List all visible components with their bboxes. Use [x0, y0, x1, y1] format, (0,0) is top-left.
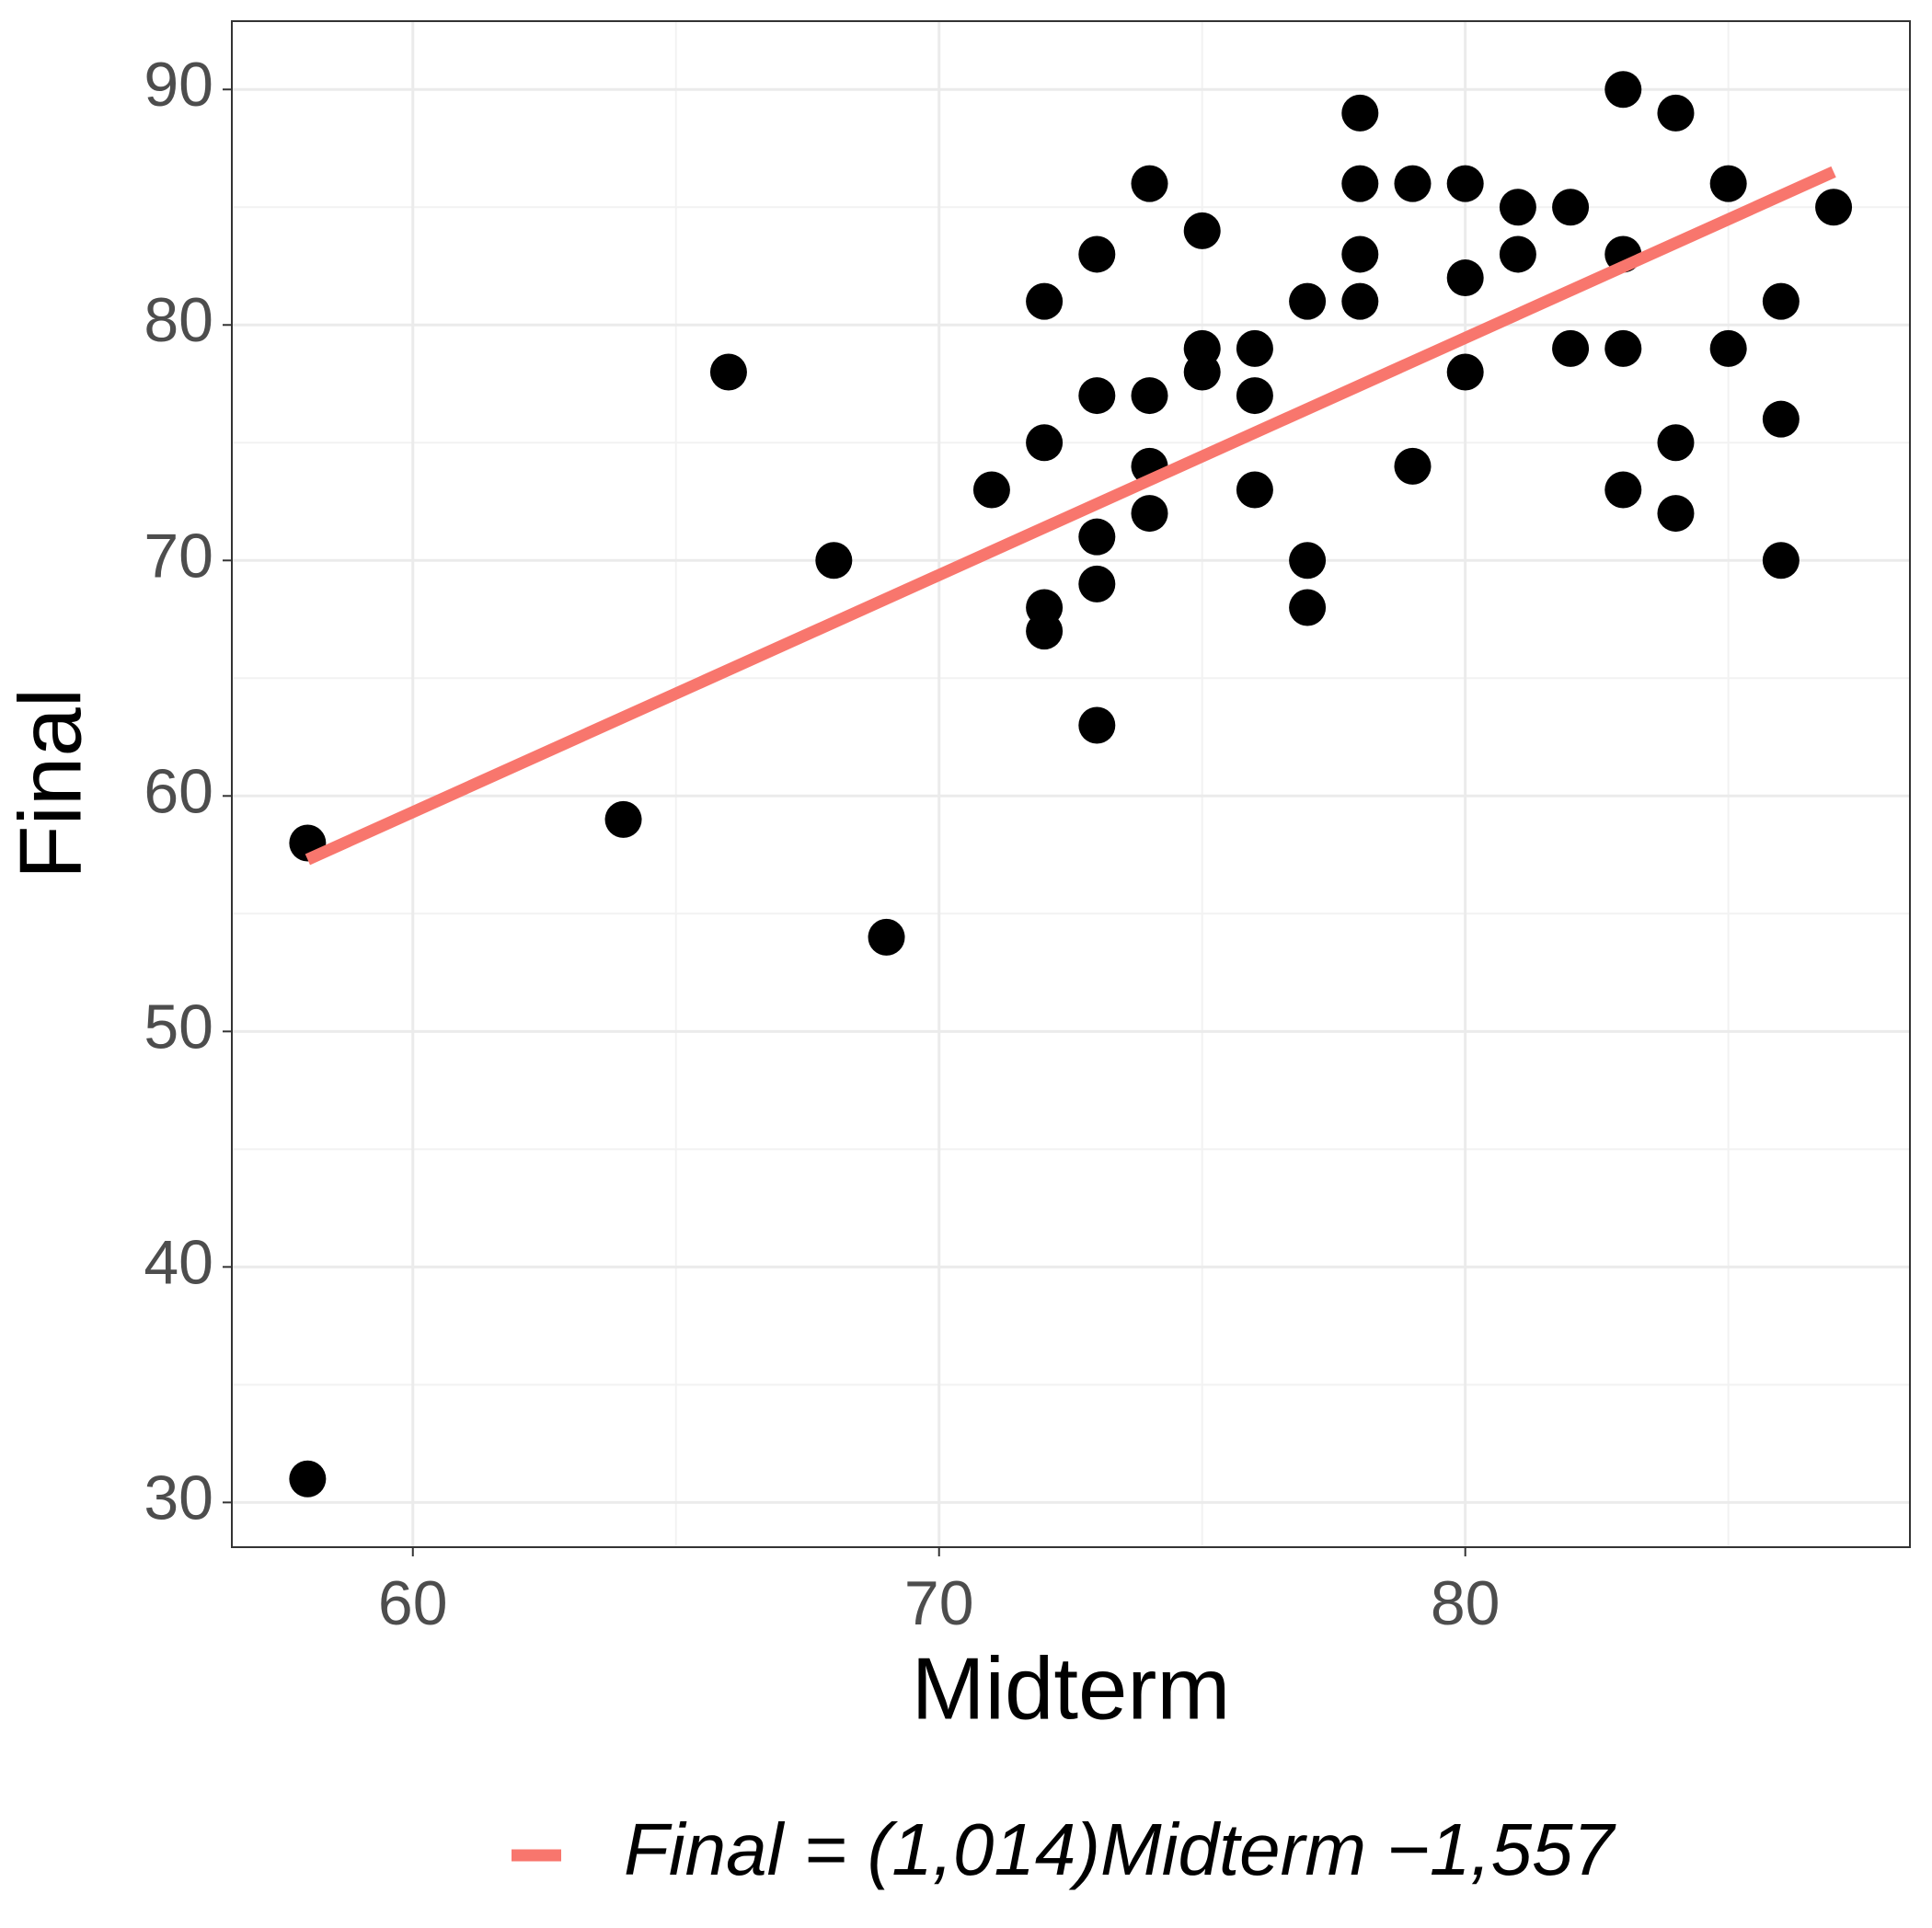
point	[1446, 259, 1484, 297]
y-tick-label: 70	[144, 521, 213, 591]
point	[1078, 377, 1116, 415]
y-tick-label: 60	[144, 756, 213, 826]
point	[1709, 165, 1747, 202]
y-axis-title: Final	[1, 688, 99, 879]
point	[1131, 377, 1168, 415]
x-tick-label: 80	[1431, 1568, 1501, 1638]
point	[1815, 189, 1853, 226]
point	[1552, 189, 1590, 226]
point	[1394, 447, 1432, 485]
y-tick-label: 50	[144, 992, 213, 1062]
point	[1657, 424, 1695, 462]
point	[1183, 212, 1221, 249]
point	[1552, 329, 1590, 367]
point	[815, 542, 853, 580]
point	[1604, 329, 1642, 367]
point	[1289, 589, 1327, 626]
point	[1026, 424, 1064, 462]
point	[1078, 706, 1116, 744]
point	[1078, 565, 1116, 602]
point	[1762, 400, 1800, 438]
point	[1446, 353, 1484, 391]
point	[709, 353, 747, 391]
point	[289, 1460, 327, 1498]
point	[1341, 235, 1379, 273]
point	[1236, 377, 1273, 415]
point	[1289, 282, 1327, 320]
point	[1341, 94, 1379, 132]
point	[1657, 94, 1695, 132]
point	[1394, 165, 1432, 202]
y-tick-label: 30	[144, 1463, 213, 1532]
point	[1657, 495, 1695, 533]
point	[1709, 329, 1747, 367]
point	[1604, 471, 1642, 509]
x-axis-title: Midterm	[912, 1639, 1231, 1738]
point	[1236, 329, 1273, 367]
point	[1499, 235, 1536, 273]
point	[604, 800, 642, 838]
point	[868, 918, 905, 956]
point	[1446, 165, 1484, 202]
point	[1341, 282, 1379, 320]
point	[1762, 542, 1800, 580]
point	[1131, 165, 1168, 202]
x-tick-label: 70	[904, 1568, 974, 1638]
point	[972, 471, 1010, 509]
point	[1183, 353, 1221, 391]
legend-label: Final = (1,014)Midterm −1,557	[624, 1808, 1616, 1890]
panel-border	[231, 20, 1911, 1548]
y-tick-label: 90	[144, 50, 213, 120]
point	[1604, 71, 1642, 109]
y-tick-label: 80	[144, 285, 213, 355]
point	[1236, 471, 1273, 509]
point	[1078, 518, 1116, 556]
point	[1762, 282, 1800, 320]
point	[1289, 542, 1327, 580]
point	[1026, 613, 1064, 650]
point	[1078, 235, 1116, 273]
point	[1131, 495, 1168, 533]
y-tick-label: 40	[144, 1227, 213, 1297]
fit-line	[305, 166, 1836, 866]
x-tick-label: 60	[378, 1568, 448, 1638]
point	[1341, 165, 1379, 202]
point	[1499, 189, 1536, 226]
point	[1026, 282, 1064, 320]
